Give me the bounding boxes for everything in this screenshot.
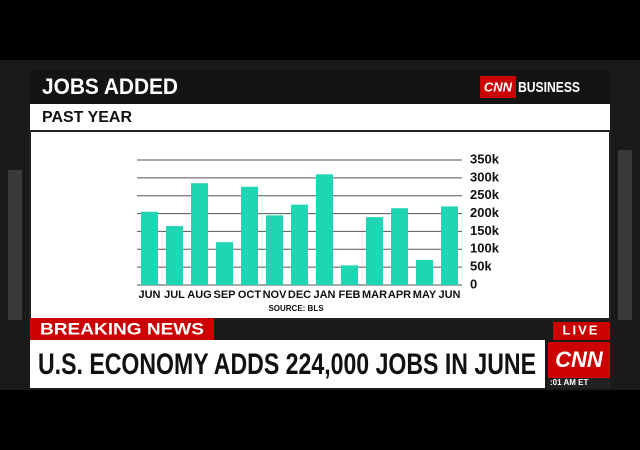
- x-tick-label: NOV: [263, 289, 288, 301]
- x-tick-label: JAN: [313, 289, 335, 301]
- y-tick-label: 250k: [470, 187, 500, 202]
- bar: [216, 242, 233, 285]
- y-tick-label: 100k: [470, 241, 500, 256]
- brand-network: CNN: [484, 79, 513, 94]
- x-tick-label: JUN: [438, 289, 460, 301]
- bar: [366, 217, 383, 285]
- x-tick-label: MAR: [362, 289, 387, 301]
- x-tick-label: JUL: [164, 289, 185, 301]
- x-tick-label: JUN: [138, 289, 160, 301]
- clock-bar: [548, 378, 610, 388]
- bar: [241, 186, 258, 285]
- breaking-label: BREAKING NEWS: [40, 319, 204, 338]
- network-name: CNN: [555, 347, 604, 372]
- chart-source: SOURCE: BLS: [268, 304, 324, 313]
- bar: [316, 174, 333, 285]
- chart-title: JOBS ADDED: [42, 74, 178, 99]
- cnn-logo: [480, 76, 516, 98]
- bar: [341, 265, 358, 285]
- x-tick-label: DEC: [288, 289, 311, 301]
- y-tick-label: 150k: [470, 223, 500, 238]
- subtitle-bar: [30, 104, 610, 131]
- bar: [166, 226, 183, 285]
- live-label: LIVE: [563, 322, 600, 337]
- network-logo: [548, 342, 610, 378]
- headline-bar: [30, 340, 545, 388]
- y-tick-label: 200k: [470, 205, 500, 220]
- bar: [416, 260, 433, 285]
- chart-subtitle: PAST YEAR: [42, 109, 132, 126]
- bar: [266, 215, 283, 285]
- headline: U.S. ECONOMY ADDS 224,000 JOBS IN JUNE: [38, 348, 536, 381]
- backdrop-light: [8, 170, 22, 320]
- clock: :01 AM ET: [550, 378, 588, 387]
- plot: 0 50k 100k 150k 200k 250k 300k 350k JUN JUL AUG SEP…: [137, 151, 500, 301]
- x-tick-label: SEP: [213, 289, 235, 301]
- x-tick-label: AUG: [187, 289, 211, 301]
- bar: [141, 211, 158, 285]
- bar: [291, 204, 308, 285]
- bar: [191, 183, 208, 285]
- x-tick-label: MAY: [413, 289, 437, 301]
- x-tick-label: APR: [388, 289, 411, 301]
- y-tick-label: 350k: [470, 151, 500, 166]
- y-tick-label: 0: [470, 276, 477, 291]
- backdrop-light: [618, 150, 632, 320]
- live-box: [553, 322, 610, 340]
- y-tick-label: 50k: [470, 259, 492, 274]
- x-tick-label: FEB: [339, 289, 361, 301]
- bar: [391, 208, 408, 285]
- y-tick-label: 300k: [470, 169, 500, 184]
- bar: [441, 206, 458, 285]
- brand-section: BUSINESS: [518, 79, 580, 96]
- x-tick-label: OCT: [238, 289, 262, 301]
- breaking-label-box: [30, 318, 214, 340]
